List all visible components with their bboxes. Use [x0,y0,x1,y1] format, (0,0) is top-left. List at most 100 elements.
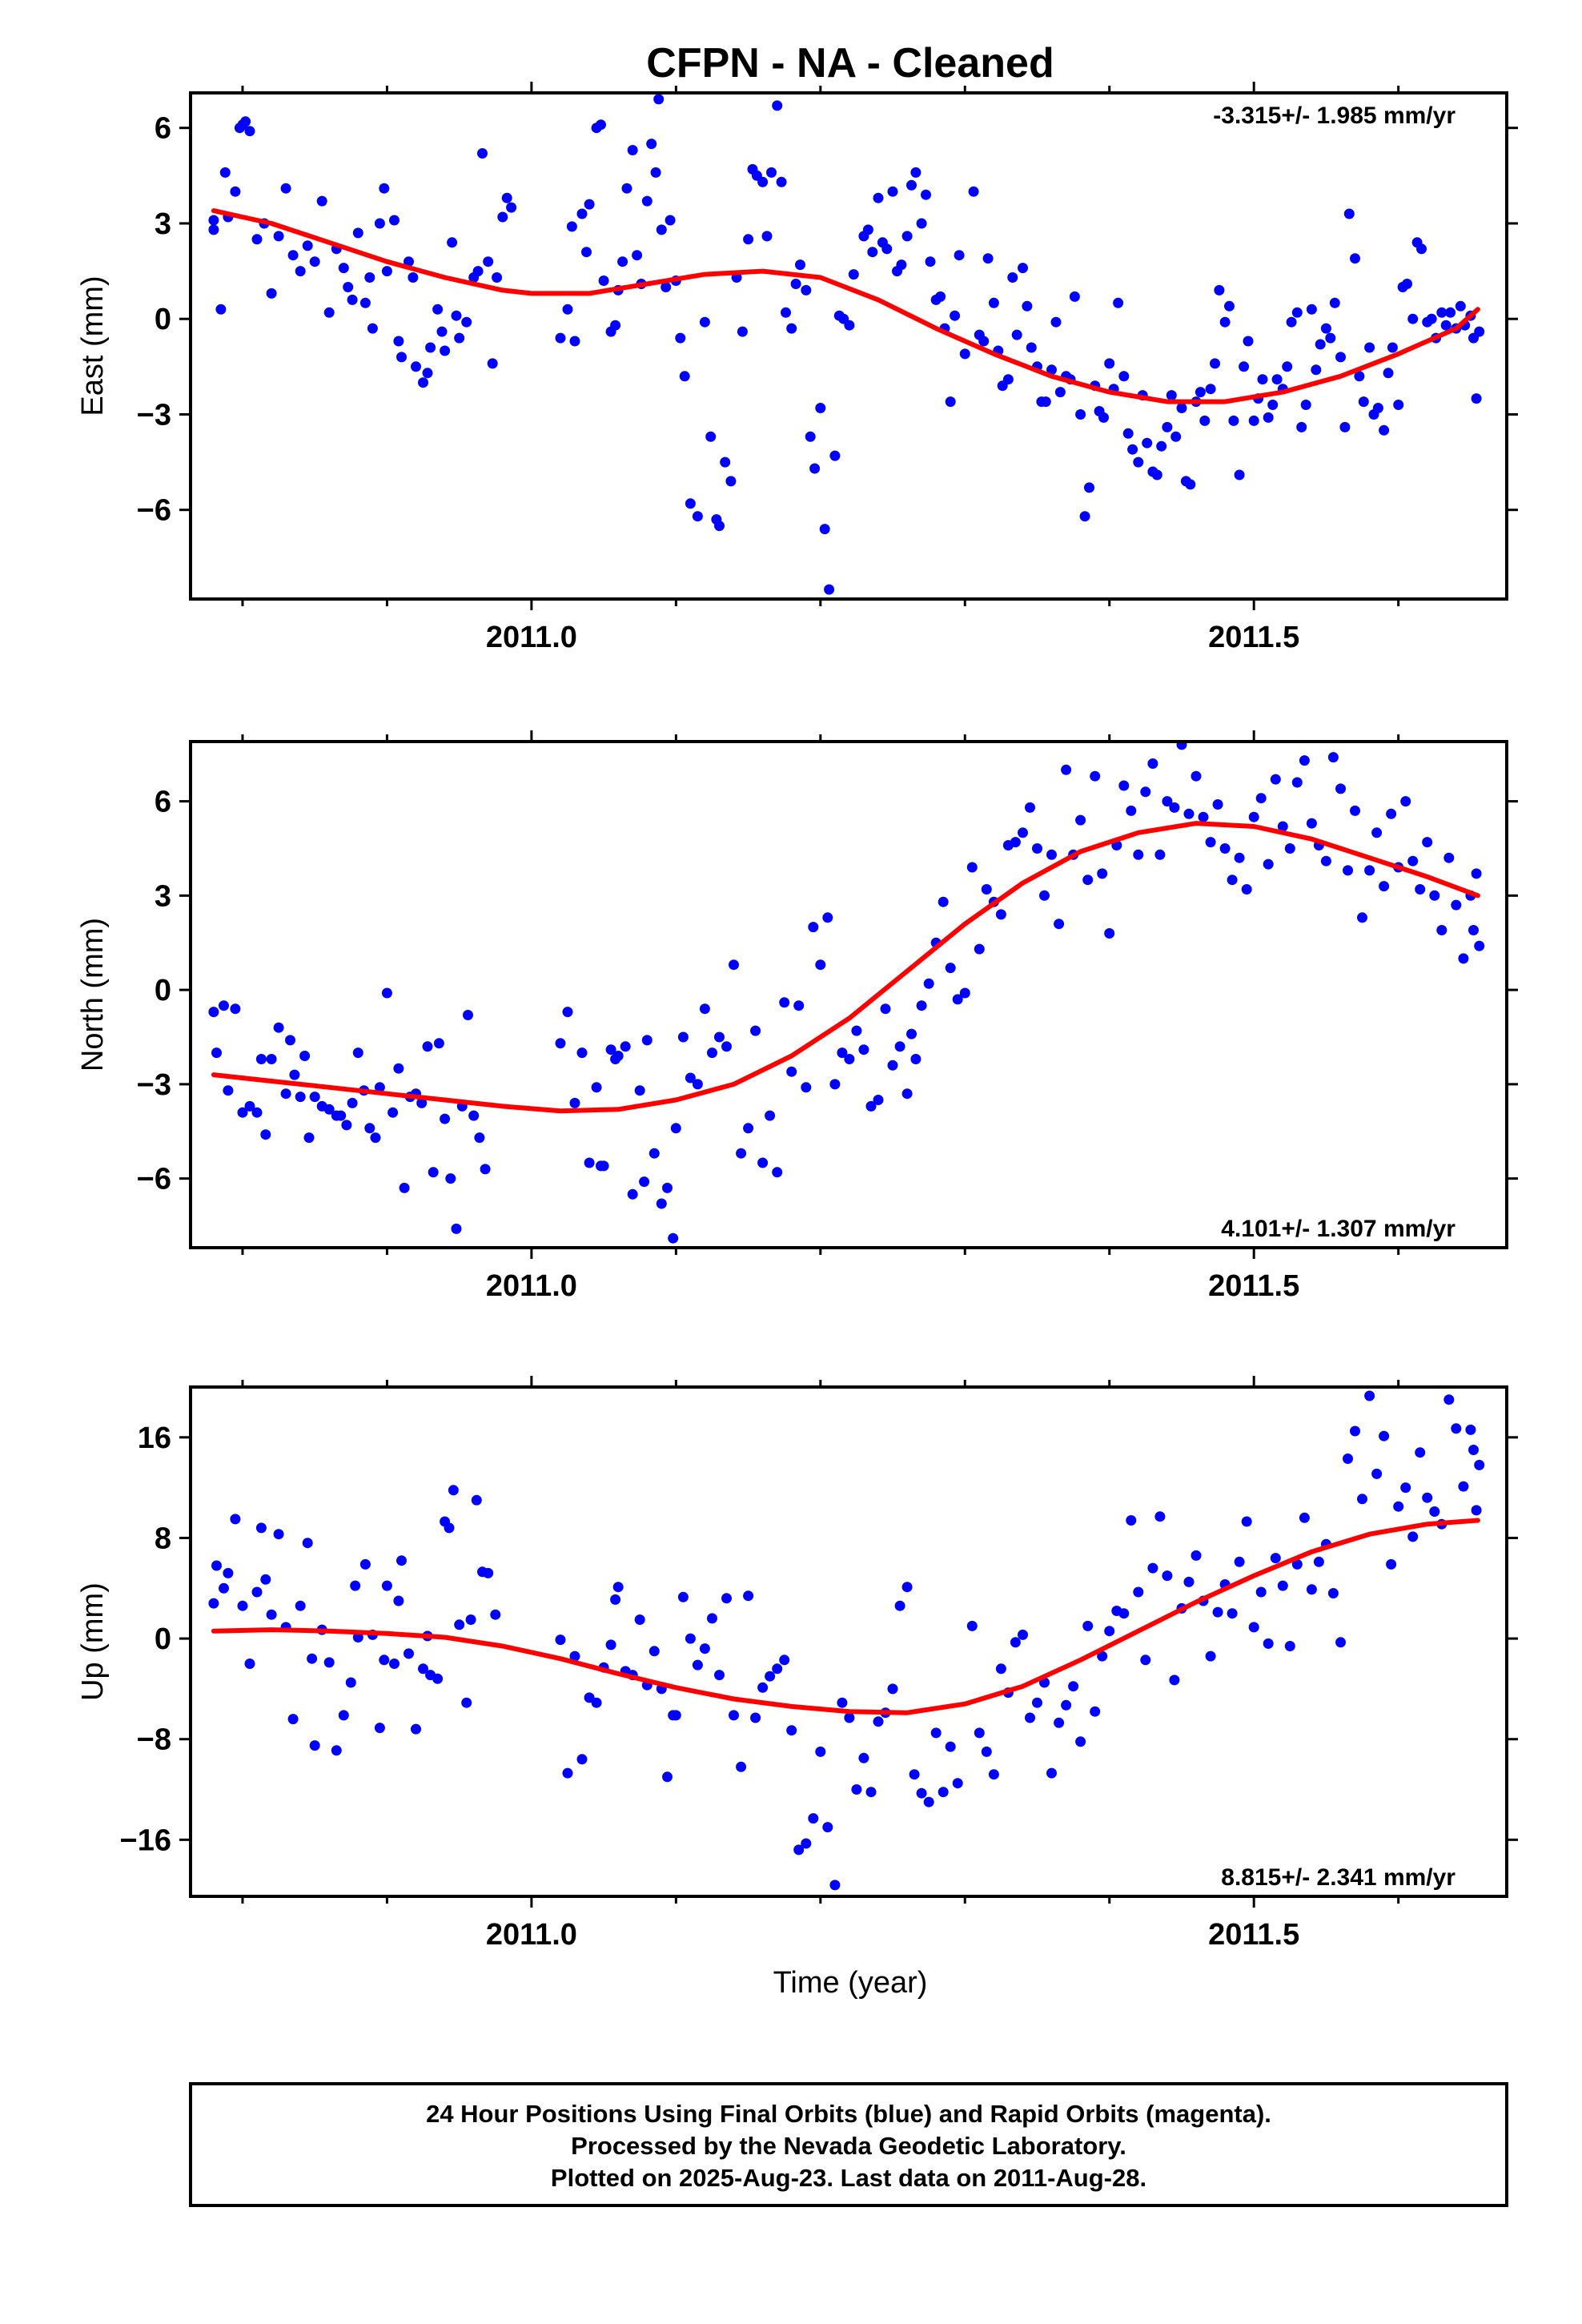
up-y-tick-label: −16 [120,1823,171,1857]
up-data-point [237,1600,248,1611]
north-x-tick-label: 2011.5 [1208,1269,1299,1303]
up-data-point [1154,1511,1166,1522]
east-data-point [809,463,821,474]
north-data-point [1191,770,1202,782]
north-data-point [851,1025,862,1036]
north-data-point [1422,837,1433,848]
east-data-point [661,282,672,292]
up-y-tick-label: −8 [137,1723,171,1757]
x-axis-label: Time (year) [773,1966,928,2000]
east-data-point [1170,431,1182,442]
east-data-point [1440,320,1452,331]
up-data-point [302,1538,313,1549]
north-data-point [433,1038,444,1049]
north-data-point [952,994,963,1005]
north-data-point [1407,855,1419,866]
east-data-point [844,320,855,331]
north-data-point [374,1082,385,1093]
north-data-point [1386,808,1397,819]
up-data-point [1061,1699,1072,1711]
footer-box [189,2082,1508,2207]
north-data-point [873,1095,884,1105]
east-data-point [1300,400,1311,410]
up-data-point [974,1727,985,1739]
up-data-point [610,1594,621,1605]
north-data-point [1350,805,1360,816]
up-data-point [1205,1651,1216,1662]
east-data-point [309,256,320,267]
north-data-point [569,1097,580,1108]
north-data-point [959,987,970,999]
east-data-point [1416,243,1427,255]
east-data-point [1320,323,1331,334]
north-data-point [1147,758,1158,769]
up-data-point [930,1727,942,1739]
up-data-point [844,1712,855,1723]
north-data-point [1176,742,1187,750]
east-data-point [1271,374,1283,385]
east-y-tick-label: −3 [137,398,171,432]
north-data-point [1032,843,1042,854]
up-data-point [801,1838,812,1849]
north-data-point [779,997,790,1008]
up-data-point [981,1746,992,1757]
east-data-point [343,282,354,292]
east-data-point [389,215,400,226]
east-data-point [576,208,588,219]
east-data-point [1118,371,1130,382]
east-data-point [1296,421,1307,432]
east-data-point [393,336,404,347]
up-data-point [1191,1550,1202,1561]
up-data-point [634,1614,645,1625]
up-data-point [901,1582,913,1593]
east-data-point [1455,300,1466,312]
north-data-point [584,1157,595,1168]
north-data-point [901,1088,913,1100]
north-data-point [966,862,978,873]
up-data-point [208,1598,219,1609]
north-data-point [1471,868,1482,879]
north-data-point [1039,890,1050,901]
east-data-point [1343,208,1355,219]
north-data-point [1097,868,1108,879]
east-data-point [1214,284,1225,296]
east-data-point [950,310,961,321]
north-data-point [219,1000,229,1011]
north-data-point [620,1041,631,1052]
north-data-point [244,1100,255,1112]
east-data-point [829,450,841,461]
east-data-point [1104,358,1115,369]
east-data-point [1248,415,1259,426]
east-x-tick-label: 2011.0 [486,621,577,654]
north-data-point [285,1035,295,1046]
east-data-point [617,256,628,267]
up-data-point [988,1769,999,1780]
north-data-point [1133,849,1144,860]
up-data-point [555,1634,566,1646]
north-data-point [1118,780,1130,791]
up-data-point [808,1813,819,1824]
east-data-point [1387,342,1398,353]
east-data-point [1364,342,1375,353]
north-data-point [887,1059,898,1071]
east-data-point [1445,307,1456,318]
up-data-point [584,1692,595,1703]
north-data-point [347,1097,358,1108]
east-data-point [646,139,657,150]
north-data-point [916,1000,927,1011]
north-y-tick-label: 6 [155,786,171,819]
east-data-point [374,218,385,229]
up-data-point [793,1844,805,1856]
east-data-point [867,247,878,258]
north-data-point [1458,953,1469,964]
north-data-point [1255,793,1267,804]
north-data-point [341,1120,352,1131]
up-data-point [230,1514,241,1525]
east-data-point [1002,374,1014,385]
north-data-points [208,742,1485,1244]
up-data-point [1046,1767,1057,1779]
east-data-point [725,476,737,487]
east-data-point [610,320,621,331]
north-data-point [1126,805,1137,816]
east-y-tick-label: 6 [155,112,171,146]
